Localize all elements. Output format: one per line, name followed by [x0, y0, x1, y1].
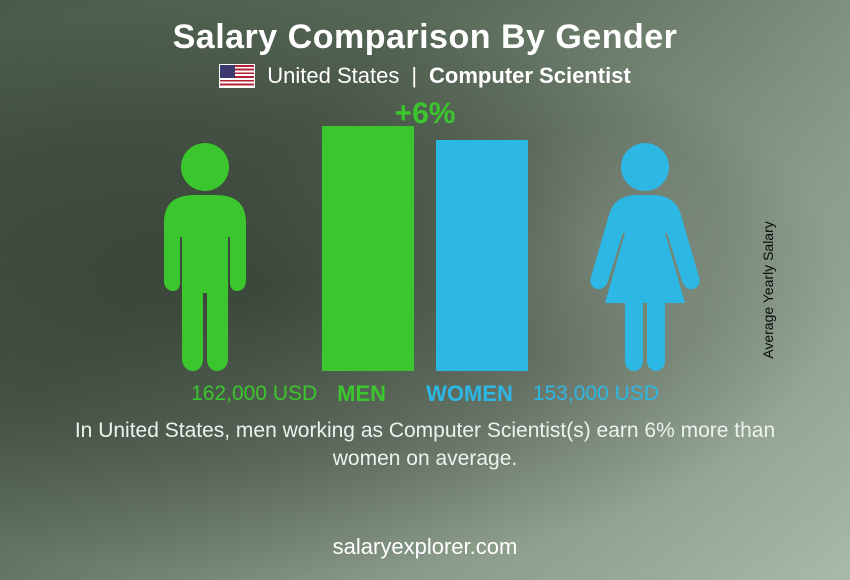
axis-label: Average Yearly Salary — [759, 221, 775, 359]
country-label: United States — [267, 63, 399, 89]
subtitle-row: United States | Computer Scientist — [219, 63, 631, 89]
bar-group — [322, 126, 528, 371]
label-men: MEN — [337, 381, 386, 407]
salary-women: 153,000 USD — [533, 382, 659, 406]
label-women: WOMEN — [426, 381, 513, 407]
job-title: Computer Scientist — [429, 63, 631, 89]
infographic-container: Salary Comparison By Gender United State… — [0, 0, 850, 580]
bar-men — [322, 126, 414, 371]
footer-source: salaryexplorer.com — [0, 534, 850, 560]
bar-women — [436, 140, 528, 371]
female-icon — [590, 141, 700, 371]
caption-text: In United States, men working as Compute… — [65, 417, 785, 474]
page-title: Salary Comparison By Gender — [173, 18, 678, 57]
us-flag-icon — [219, 64, 255, 88]
labels-row: 162,000 USD MEN WOMEN 153,000 USD — [115, 381, 735, 407]
salary-men: 162,000 USD — [191, 382, 317, 406]
separator: | — [411, 63, 417, 89]
male-icon — [150, 141, 260, 371]
chart-area: +6% 162,000 USD MEN WOMEN 153,000 USD — [115, 97, 735, 407]
